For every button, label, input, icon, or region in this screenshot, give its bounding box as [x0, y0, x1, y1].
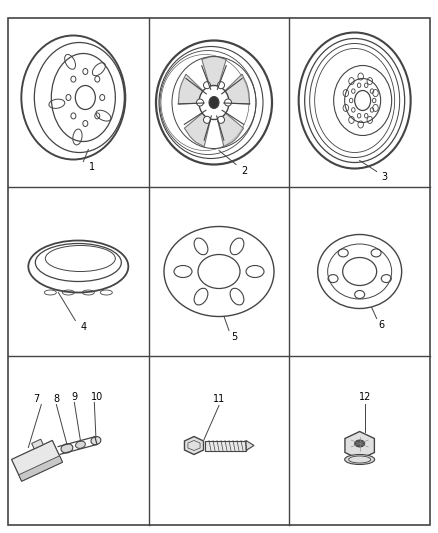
Text: 5: 5: [231, 332, 237, 342]
Ellipse shape: [345, 455, 374, 464]
Bar: [205, 440, 246, 450]
Text: 12: 12: [358, 392, 371, 402]
Polygon shape: [246, 440, 254, 450]
Text: 2: 2: [241, 166, 247, 175]
Polygon shape: [19, 456, 63, 481]
Polygon shape: [11, 440, 63, 481]
Circle shape: [204, 116, 211, 123]
Circle shape: [225, 99, 232, 106]
Polygon shape: [222, 74, 250, 104]
Text: 8: 8: [53, 394, 60, 405]
Polygon shape: [184, 110, 211, 147]
Text: 3: 3: [381, 173, 388, 182]
Ellipse shape: [355, 440, 365, 447]
Text: 10: 10: [91, 392, 103, 402]
Polygon shape: [184, 437, 204, 455]
Polygon shape: [345, 432, 374, 459]
Ellipse shape: [199, 85, 229, 119]
Text: 4: 4: [80, 321, 86, 332]
Text: 1: 1: [89, 161, 95, 172]
Circle shape: [204, 82, 211, 88]
Text: 11: 11: [213, 394, 225, 405]
Ellipse shape: [61, 444, 73, 453]
Ellipse shape: [349, 456, 371, 463]
Ellipse shape: [209, 96, 219, 109]
Polygon shape: [202, 56, 226, 90]
Polygon shape: [217, 110, 244, 147]
Ellipse shape: [75, 441, 85, 448]
Ellipse shape: [91, 437, 101, 445]
Circle shape: [218, 82, 225, 88]
Circle shape: [197, 99, 204, 106]
Text: 7: 7: [33, 394, 39, 405]
Text: 6: 6: [378, 319, 385, 329]
Text: 9: 9: [71, 392, 78, 402]
Polygon shape: [32, 439, 43, 449]
Polygon shape: [178, 74, 206, 104]
Circle shape: [218, 116, 225, 123]
